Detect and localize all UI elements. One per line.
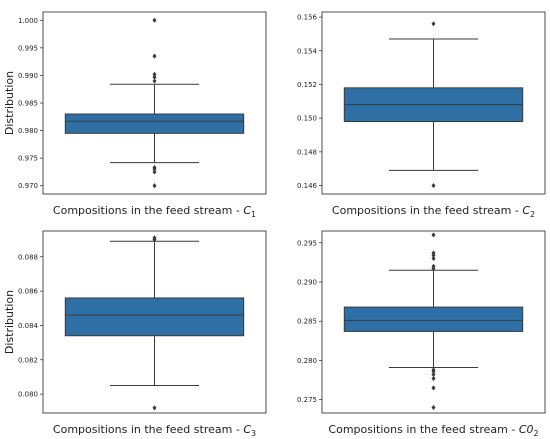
y-tick-label: 0.146 (297, 182, 318, 190)
outlier-point (152, 53, 157, 59)
outlier-point (152, 78, 157, 84)
y-tick-label: 0.280 (297, 357, 317, 365)
y-tick-label: 0.148 (297, 148, 317, 156)
outlier-point (152, 169, 157, 175)
y-tick-label: 0.152 (297, 81, 317, 89)
iqr-box (64, 113, 245, 134)
outlier-point (152, 405, 157, 411)
y-tick-label: 0.088 (18, 253, 38, 261)
y-tick-label: 0.275 (297, 396, 317, 404)
y-tick-label: 0.980 (18, 127, 38, 135)
y-tick-label: 0.295 (297, 239, 317, 247)
chart-panel-3: 0.080 0.082 0.084 0.086 0.088 Distribution Com… (3, 230, 267, 438)
y-tick-label: 0.080 (18, 391, 38, 399)
outlier-point (431, 182, 436, 189)
y-tick-label: 0.150 (297, 115, 317, 123)
x-axis-label: Compositions in the feed stream - C1 (53, 204, 256, 219)
y-tick-label: 0.156 (297, 14, 318, 22)
outlier-point (431, 250, 436, 256)
outlier-point (152, 74, 157, 80)
iqr-box (343, 306, 524, 332)
y-tick-label: 0.290 (297, 278, 317, 286)
chart-panel-2: 0.146 0.148 0.150 0.152 0.154 0.156 Compositio… (297, 11, 546, 219)
outlier-point (431, 385, 436, 391)
outlier-point (152, 183, 157, 189)
y-tick-label: 0.995 (18, 44, 38, 52)
outlier-point (431, 232, 436, 238)
outlier-point (431, 404, 436, 411)
y-tick-label: 0.990 (18, 72, 38, 80)
x-axis-label: Compositions in the feed stream - C2 (332, 204, 535, 219)
x-axis-label: Compositions in the feed stream - C02 (328, 423, 538, 438)
outlier-point (152, 235, 157, 241)
outlier-point (152, 71, 157, 77)
y-tick-label: 0.985 (18, 100, 38, 108)
outlier-point (431, 371, 436, 378)
x-axis-label: Compositions in the feed stream - C3 (53, 423, 256, 438)
y-tick-label: 0.154 (297, 47, 318, 55)
outlier-point (431, 263, 436, 269)
outlier-point (431, 375, 436, 382)
iqr-box (64, 297, 245, 337)
y-tick-label: 0.082 (18, 356, 38, 364)
chart-panel-1: 0.970 0.975 0.980 0.985 0.990 0.995 1.000 Distr… (3, 11, 267, 219)
outlier-point (152, 17, 157, 23)
y-tick-label: 1.000 (18, 17, 38, 25)
y-tick-label: 0.970 (18, 182, 38, 190)
outlier-point (431, 255, 436, 262)
y-tick-label: 0.975 (18, 155, 38, 163)
chart-panel-4: 0.275 0.280 0.285 0.290 0.295 Compositions in… (297, 230, 546, 438)
y-tick-label: 0.086 (18, 288, 39, 296)
y-tick-label: 0.285 (297, 318, 317, 326)
y-axis-label: Distribution (3, 71, 16, 135)
outlier-point (431, 21, 436, 27)
outlier-point (152, 164, 157, 171)
y-tick-label: 0.084 (18, 322, 39, 330)
outlier-point (431, 367, 436, 373)
y-axis-label: Distribution (3, 290, 16, 354)
